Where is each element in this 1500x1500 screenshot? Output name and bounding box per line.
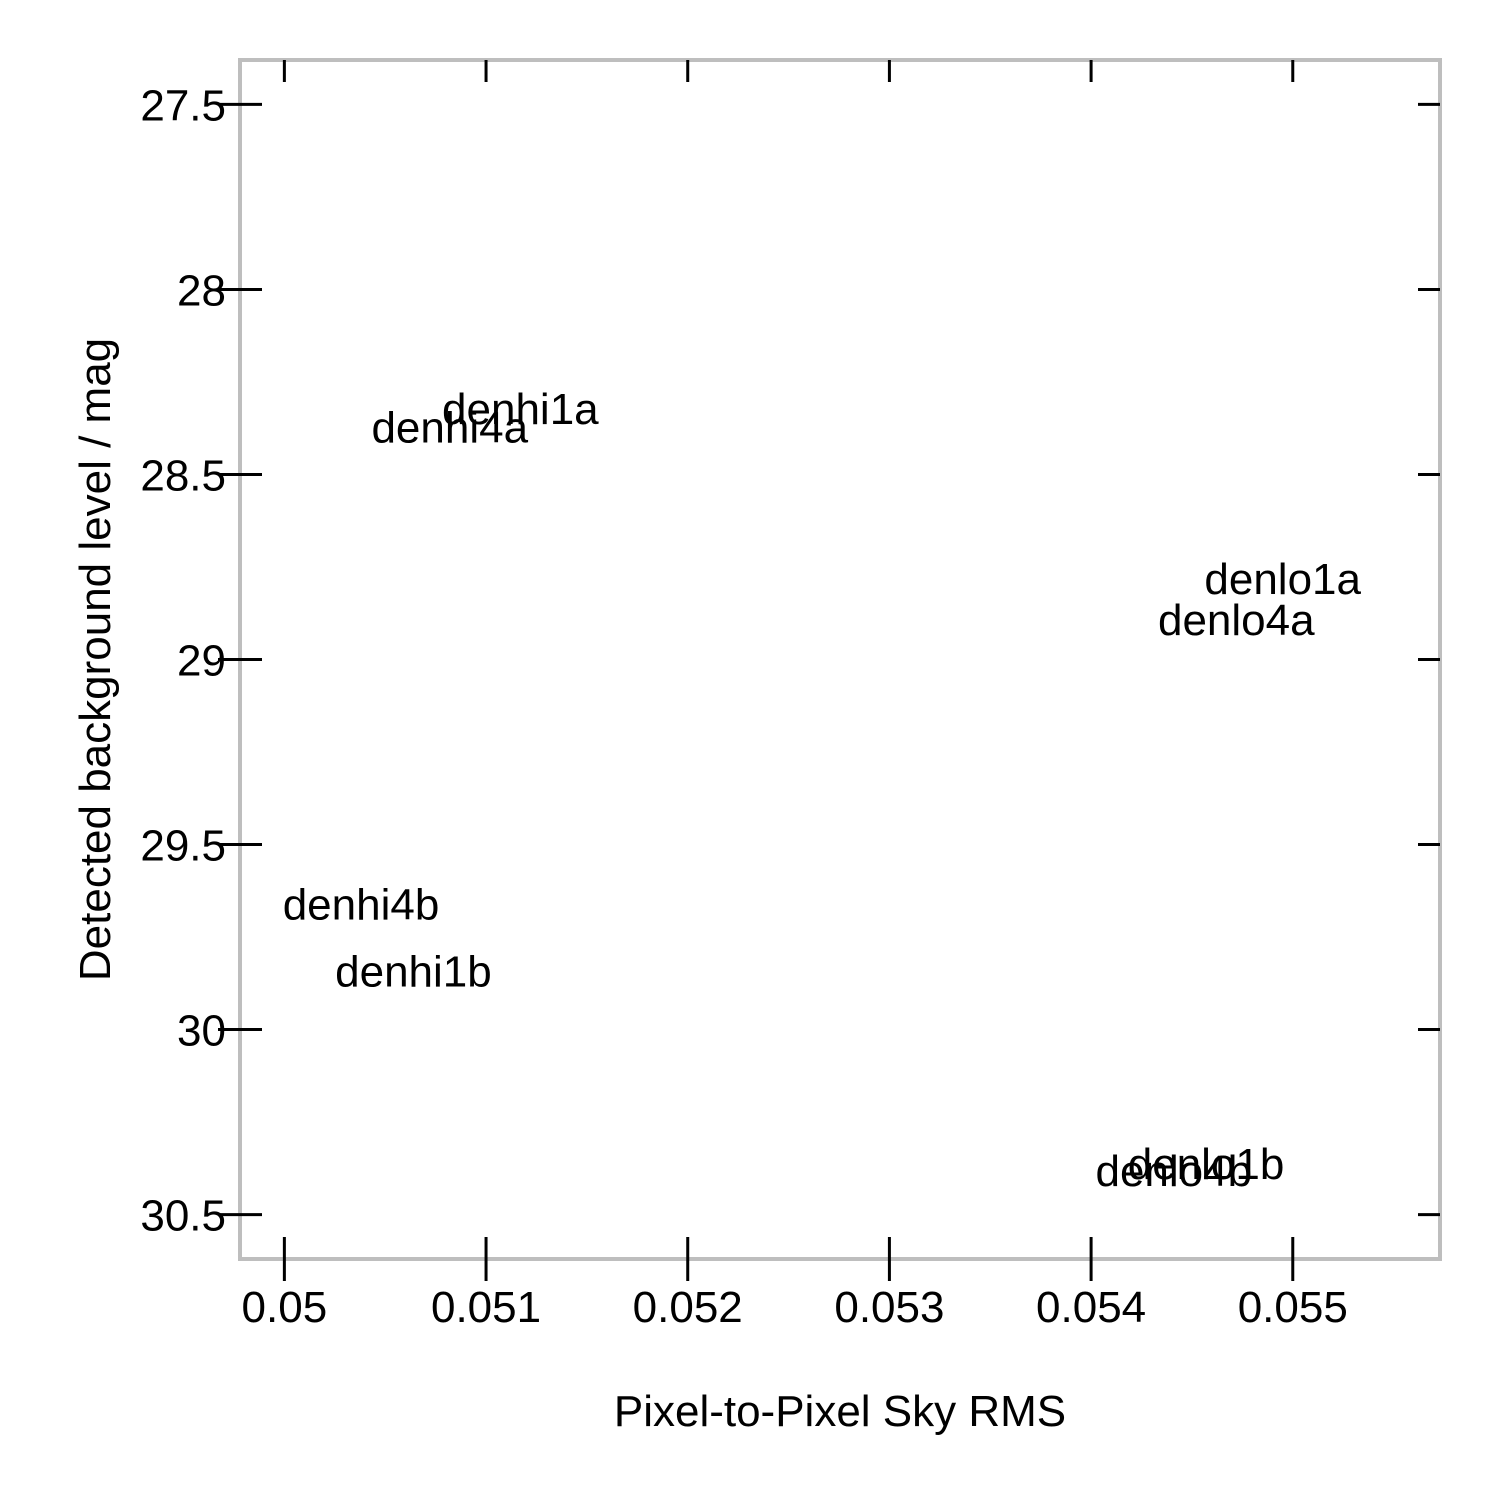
x-tick-label: 0.051 xyxy=(431,1283,541,1332)
x-tick-label: 0.055 xyxy=(1238,1283,1348,1332)
y-axis: 27.5 28 28.5 29 29.5 30 30.5 xyxy=(140,81,1440,1241)
x-tick-label: 0.053 xyxy=(834,1283,944,1332)
x-tick-label: 0.052 xyxy=(633,1283,743,1332)
point-label-denlo1b: denlo1b xyxy=(1128,1140,1285,1189)
y-tick-label: 27.5 xyxy=(140,81,226,130)
point-label-denhi4b: denhi4b xyxy=(283,881,440,930)
point-label-denlo1a: denlo1a xyxy=(1204,555,1361,604)
point-label-denlo4a: denlo4a xyxy=(1158,596,1315,645)
y-axis-title: Detected background level / mag xyxy=(71,338,120,981)
plot-frame xyxy=(238,58,1442,1261)
y-tick-label: 30 xyxy=(177,1007,226,1056)
y-tick-label: 29.5 xyxy=(140,822,226,871)
x-tick-label: 0.054 xyxy=(1036,1283,1146,1332)
point-label-denhi1b: denhi1b xyxy=(335,947,492,996)
x-tick-label: 0.05 xyxy=(242,1283,328,1332)
y-tick-label: 28.5 xyxy=(140,451,226,500)
y-tick-label: 30.5 xyxy=(140,1192,226,1241)
x-axis: 0.05 0.051 0.052 0.053 0.054 0.055 xyxy=(242,60,1348,1332)
y-tick-label: 28 xyxy=(177,266,226,315)
point-label-denlo4b: denlo4b xyxy=(1095,1147,1252,1196)
point-label-denhi4a: denhi4a xyxy=(371,403,528,452)
point-label-denhi1a: denhi1a xyxy=(442,385,599,434)
y-tick-label: 29 xyxy=(177,637,226,686)
x-axis-title: Pixel-to-Pixel Sky RMS xyxy=(614,1387,1066,1436)
